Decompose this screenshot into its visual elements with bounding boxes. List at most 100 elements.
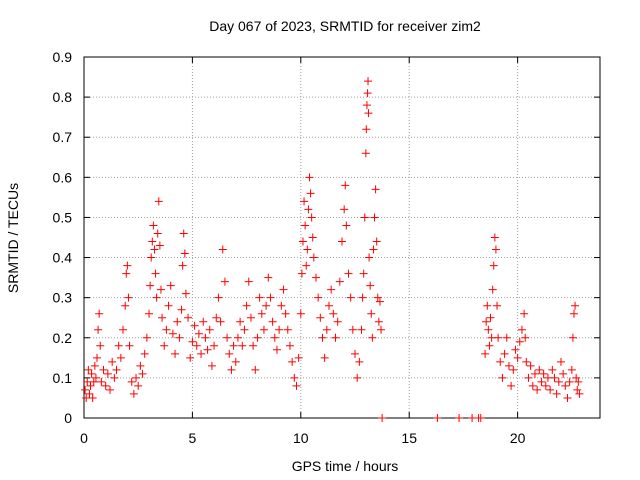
data-point [316,313,325,322]
data-point [229,341,238,350]
data-point [275,325,284,334]
data-point [114,341,123,350]
data-point [97,377,106,386]
data-point [521,333,530,342]
data-point [124,293,133,302]
data-point [526,361,535,370]
y-tick-label: 0.2 [53,330,73,346]
y-tick-label: 0.8 [53,89,73,105]
data-point [145,309,154,318]
data-point [341,181,350,190]
data-point [152,293,161,302]
data-point [476,414,485,422]
data-point [344,269,353,278]
data-point [308,233,317,242]
data-point [375,297,384,306]
data-point [190,321,199,330]
data-point [192,341,201,350]
data-point [207,361,216,370]
data-point [365,253,374,262]
data-point [520,309,529,318]
data-point [303,245,312,254]
data-point [181,289,190,298]
data-point [359,269,368,278]
data-point [116,353,125,362]
data-point [371,185,380,194]
data-point [554,377,563,386]
y-tick-label: 0.1 [53,370,73,386]
data-point [572,373,581,382]
data-point [156,285,165,294]
data-point [108,357,117,366]
data-point [539,369,548,378]
data-point [186,353,195,362]
data-point [155,241,164,250]
data-point [498,373,507,382]
data-point [311,273,320,282]
data-point [136,361,145,370]
data-point [188,337,197,346]
data-point [292,381,301,390]
data-point [210,341,219,350]
data-point [500,349,509,358]
data-point [524,373,533,382]
data-point [324,301,333,310]
data-point [249,341,258,350]
data-point [285,341,294,350]
data-point [166,281,175,290]
data-point [322,325,331,334]
data-point [246,313,255,322]
data-point [180,249,189,258]
data-point [575,389,584,398]
data-point [569,309,578,318]
data-point [91,373,100,382]
data-point [363,89,372,98]
y-tick-label: 0.7 [53,129,73,145]
data-point [483,301,492,310]
data-point [307,213,316,222]
data-point [294,353,303,362]
data-point [335,277,344,286]
data-point [517,325,526,334]
data-point [125,341,134,350]
data-point [433,414,442,422]
data-point [563,393,572,402]
data-point [199,317,208,326]
data-point [537,377,546,386]
data-point [86,381,95,390]
data-point [568,333,577,342]
data-point [364,109,373,118]
data-point [491,245,500,254]
data-point [132,373,141,382]
data-point [298,237,307,246]
data-point [88,393,97,402]
data-point [281,309,290,318]
data-point [320,353,329,362]
data-point [488,285,497,294]
data-point [367,309,376,318]
data-point [244,277,253,286]
data-point [309,253,318,262]
data-point [99,365,108,374]
data-point [353,373,362,382]
data-point [238,341,247,350]
data-point [119,325,128,334]
data-point [264,273,273,282]
data-point [160,341,169,350]
data-point [212,313,221,322]
data-point [504,361,513,370]
data-point [153,229,162,238]
data-point [257,309,266,318]
data-point [158,313,167,322]
data-point [486,313,495,322]
data-point [370,213,379,222]
data-point [302,261,311,270]
data-point [377,325,386,334]
data-point [530,369,539,378]
data-point [173,317,182,326]
data-point [571,301,580,310]
grid [84,57,600,418]
data-point [368,333,377,342]
data-point [329,309,338,318]
data-point [490,233,499,242]
